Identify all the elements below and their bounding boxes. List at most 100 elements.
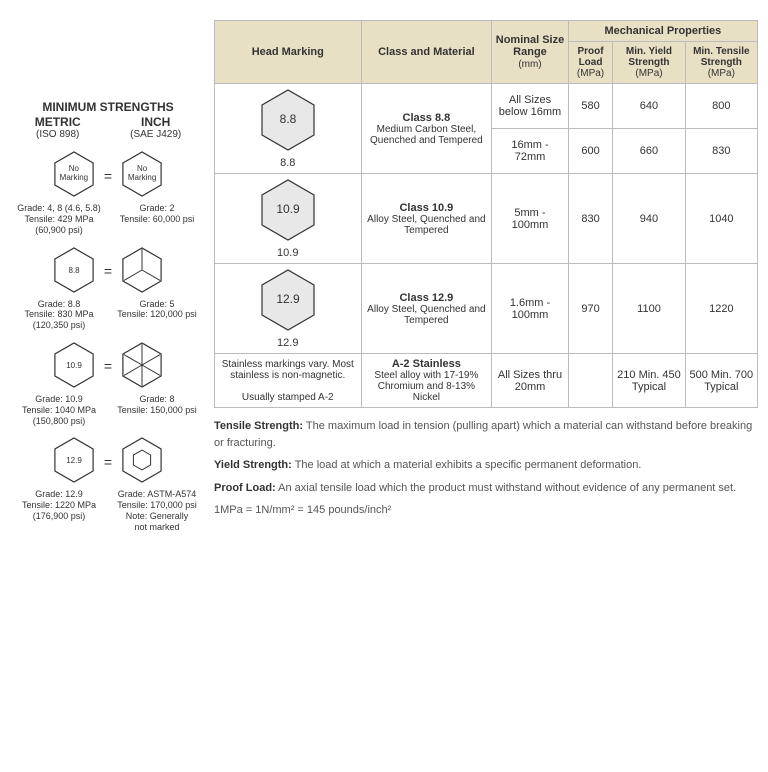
cell-yield: 210 Min. 450 Typical [613,354,685,408]
cell-proof: 830 [568,174,613,264]
def-yield-label: Yield Strength: [214,459,292,471]
cell-class-material: Class 8.8Medium Carbon Steel, Quenched a… [361,84,492,174]
cell-tensile: 800 [685,84,757,129]
system-headers: METRIC (ISO 898) INCH (SAE J429) [10,116,206,140]
hex-icon [118,436,166,484]
sidebar-title: MINIMUM STRENGTHS [10,100,206,114]
th-mech-group: Mechanical Properties [568,21,757,42]
th-proof: Proof Load (MPa) [568,42,613,84]
equals-sign: = [104,358,112,374]
cell-proof: 970 [568,264,613,354]
def-conversion: 1MPa = 1N/mm² = 145 pounds/inch² [214,502,758,519]
cell-size: 1.6mm - 100mm [492,264,568,354]
svg-text:10.9: 10.9 [66,361,82,370]
cell-tensile: 830 [685,129,757,174]
inch-grade-info: Grade: 5Tensile: 120,000 psi [108,299,206,331]
hex-icon: 8.8 [218,88,358,155]
svg-text:12.9: 12.9 [66,456,82,465]
grade-info: Grade: 10.9Tensile: 1040 MPa(150,800 psi… [10,394,206,426]
cell-yield: 660 [613,129,685,174]
class-name: Class 8.8 [365,112,489,124]
metric-grade-info: Grade: 8.8Tensile: 830 MPa(120,350 psi) [10,299,108,331]
class-name: A-2 Stainless [365,358,489,370]
hex-caption: 10.9 [218,247,358,259]
material-desc: Steel alloy with 17-19% Chromium and 8-1… [365,370,489,403]
hex-icon: 10.9 [50,341,98,389]
inch-grade-info: Grade: ASTM-A574Tensile: 170,000 psiNote… [108,489,206,532]
equals-sign: = [104,168,112,184]
cell-class-material: Class 12.9Alloy Steel, Quenched and Temp… [361,264,492,354]
cell-head-marking: 8.8 8.8 [215,84,362,174]
cell-head-marking: 12.9 12.9 [215,264,362,354]
metric-grade-info: Grade: 12.9Tensile: 1220 MPa(176,900 psi… [10,489,108,532]
cell-yield: 940 [613,174,685,264]
svg-text:12.9: 12.9 [276,292,300,306]
hex-icon [118,341,166,389]
spec-table: Head Marking Class and Material Nominal … [214,20,758,408]
definitions: Tensile Strength: The maximum load in te… [214,418,758,519]
main-content: Head Marking Class and Material Nominal … [214,20,758,533]
cell-tensile: 1220 [685,264,757,354]
cell-yield: 640 [613,84,685,129]
inch-grade-info: Grade: 8Tensile: 150,000 psi [108,394,206,426]
svg-text:8.8: 8.8 [68,266,80,275]
material-desc: Alloy Steel, Quenched and Tempered [365,214,489,236]
metric-sub: (ISO 898) [35,129,81,140]
hex-icon: 8.8 [50,246,98,294]
grade-row: 12.9 = Grade: 12.9Tensile: 1220 MPa(176,… [10,436,206,532]
cell-tensile: 500 Min. 700 Typical [685,354,757,408]
material-desc: Alloy Steel, Quenched and Tempered [365,304,489,326]
th-nominal: Nominal Size Range (mm) [492,21,568,84]
cell-yield: 1100 [613,264,685,354]
inch-sub: (SAE J429) [130,129,181,140]
cell-class-material: A-2 StainlessSteel alloy with 17-19% Chr… [361,354,492,408]
metric-grade-info: Grade: 10.9Tensile: 1040 MPa(150,800 psi… [10,394,108,426]
hex-icon: 10.9 [218,178,358,245]
equals-sign: = [104,454,112,470]
hex-icon: NoMarking [118,150,166,198]
hex-icon [118,246,166,294]
sidebar-minimum-strengths: MINIMUM STRENGTHS METRIC (ISO 898) INCH … [10,20,206,533]
grade-info: Grade: 8.8Tensile: 830 MPa(120,350 psi)G… [10,299,206,331]
hex-icon: 12.9 [218,268,358,335]
grade-info: Grade: 12.9Tensile: 1220 MPa(176,900 psi… [10,489,206,532]
cell-class-material: Class 10.9Alloy Steel, Quenched and Temp… [361,174,492,264]
material-desc: Medium Carbon Steel, Quenched and Temper… [365,124,489,146]
grade-row: 10.9 = Grade: 10.9Tensile: 1040 MPa(150,… [10,341,206,426]
equals-sign: = [104,263,112,279]
cell-size: All Sizes below 16mm [492,84,568,129]
grade-row: 8.8 = Grade: 8.8Tensile: 830 MPa(120,350… [10,246,206,331]
grade-row: NoMarking= NoMarkingGrade: 4, 8 (4.6, 5.… [10,150,206,235]
th-tensile: Min. Tensile Strength (MPa) [685,42,757,84]
hex-icon: 12.9 [50,436,98,484]
grade-info: Grade: 4, 8 (4.6, 5.8)Tensile: 429 MPa(6… [10,203,206,235]
class-name: Class 10.9 [365,202,489,214]
hex-caption: 8.8 [218,157,358,169]
cell-head-marking: Stainless markings vary. Most stainless … [215,354,362,408]
cell-size: 16mm - 72mm [492,129,568,174]
metric-label: METRIC [35,116,81,129]
def-proof: An axial tensile load which the product … [278,482,736,494]
table-row: 12.9 12.9Class 12.9Alloy Steel, Quenched… [215,264,758,354]
cell-proof [568,354,613,408]
class-name: Class 12.9 [365,292,489,304]
cell-proof: 580 [568,84,613,129]
table-row: 8.8 8.8Class 8.8Medium Carbon Steel, Que… [215,84,758,129]
svg-text:10.9: 10.9 [276,202,300,216]
def-proof-label: Proof Load: [214,482,276,494]
metric-grade-info: Grade: 4, 8 (4.6, 5.8)Tensile: 429 MPa(6… [10,203,108,235]
cell-size: 5mm - 100mm [492,174,568,264]
cell-size: All Sizes thru 20mm [492,354,568,408]
cell-head-marking: 10.9 10.9 [215,174,362,264]
th-yield: Min. Yield Strength (MPa) [613,42,685,84]
svg-text:8.8: 8.8 [279,112,296,126]
th-head-marking: Head Marking [215,21,362,84]
table-row: 10.9 10.9Class 10.9Alloy Steel, Quenched… [215,174,758,264]
cell-proof: 600 [568,129,613,174]
th-class-material: Class and Material [361,21,492,84]
cell-tensile: 1040 [685,174,757,264]
def-yield: The load at which a material exhibits a … [295,459,642,471]
inch-label: INCH [130,116,181,129]
def-tensile-label: Tensile Strength: [214,420,303,432]
table-row: Stainless markings vary. Most stainless … [215,354,758,408]
